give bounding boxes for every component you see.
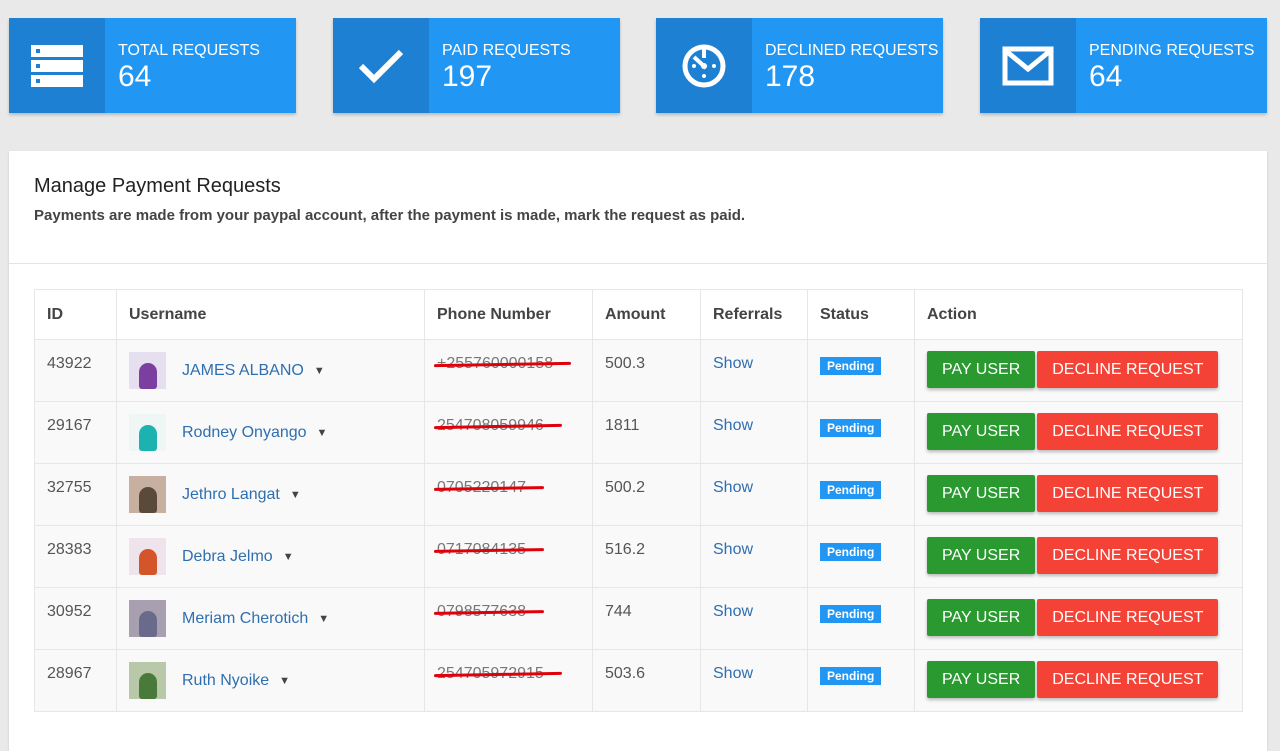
table-row: 30952 Meriam Cherotich ▼ 0798577638 744 S… <box>34 587 1243 650</box>
column-header: Status <box>807 289 915 340</box>
table-row: 28383 Debra Jelmo ▼ 0717084135 516.2 Show… <box>34 525 1243 588</box>
amount: 1811 <box>592 401 701 464</box>
request-id: 43922 <box>34 339 117 402</box>
user-dropdown[interactable]: Ruth Nyoike ▼ <box>129 662 412 699</box>
phone-number: 254708059946 <box>437 417 544 434</box>
phone-number: 254705972915 <box>437 665 544 682</box>
pay-user-button[interactable]: PAY USER <box>927 413 1036 450</box>
amount: 744 <box>592 587 701 650</box>
panel-subtitle: Payments are made from your paypal accou… <box>34 207 746 224</box>
username[interactable]: Rodney Onyango <box>182 423 307 441</box>
column-header: Amount <box>592 289 701 340</box>
caret-down-icon[interactable]: ▼ <box>279 674 291 687</box>
decline-request-button[interactable]: DECLINE REQUEST <box>1037 475 1219 512</box>
table-row: 43922 JAMES ALBANO ▼ +255760000158 500.3 … <box>34 339 1243 402</box>
username[interactable]: JAMES ALBANO <box>182 361 304 379</box>
stat-value: 64 <box>118 60 152 93</box>
status-badge: Pending <box>820 543 882 561</box>
phone-number: +255760000158 <box>437 355 554 372</box>
stat-value: 64 <box>1089 60 1123 93</box>
pay-user-button[interactable]: PAY USER <box>927 599 1036 636</box>
stat-label: TOTAL REQUESTS <box>118 42 260 59</box>
stat-card-total-requests: TOTAL REQUESTS 64 <box>9 18 296 113</box>
phone-number: 0798577638 <box>437 603 526 620</box>
column-header: Referrals <box>700 289 808 340</box>
status-badge: Pending <box>820 481 882 499</box>
user-dropdown[interactable]: Jethro Langat ▼ <box>129 476 412 513</box>
caret-down-icon[interactable]: ▼ <box>289 488 301 501</box>
status-badge: Pending <box>820 357 882 375</box>
list-icon <box>9 18 105 113</box>
username[interactable]: Jethro Langat <box>182 485 280 503</box>
caret-down-icon[interactable]: ▼ <box>282 550 294 563</box>
status-badge: Pending <box>820 605 882 623</box>
decline-request-button[interactable]: DECLINE REQUEST <box>1037 599 1219 636</box>
request-id: 32755 <box>34 463 117 526</box>
column-header: Phone Number <box>424 289 593 340</box>
request-id: 28383 <box>34 525 117 588</box>
stat-value: 197 <box>442 60 493 93</box>
requests-table: ID Username Phone Number Amount Referrals Sta… <box>34 289 1243 712</box>
referrals-show-link[interactable]: Show <box>713 665 754 682</box>
table-row: 28967 Ruth Nyoike ▼ 254705972915 503.6 Sh… <box>34 649 1243 712</box>
caret-down-icon[interactable]: ▼ <box>318 612 330 625</box>
pay-user-button[interactable]: PAY USER <box>927 661 1036 698</box>
request-id: 30952 <box>34 587 117 650</box>
phone-number: 0717084135 <box>437 541 526 558</box>
amount: 516.2 <box>592 525 701 588</box>
request-id: 28967 <box>34 649 117 712</box>
payment-requests-panel: Manage Payment Requests Payments are mad… <box>9 151 1267 751</box>
stat-label: PENDING REQUESTS <box>1089 42 1255 59</box>
status-badge: Pending <box>820 419 882 437</box>
caret-down-icon[interactable]: ▼ <box>313 364 325 377</box>
amount: 500.2 <box>592 463 701 526</box>
avatar <box>129 662 166 699</box>
column-header: Username <box>116 289 425 340</box>
column-header: Action <box>914 289 1243 340</box>
referrals-show-link[interactable]: Show <box>713 541 754 558</box>
table-row: 29167 Rodney Onyango ▼ 254708059946 1811 … <box>34 401 1243 464</box>
stat-label: DECLINED REQUESTS <box>765 42 939 59</box>
stat-card-paid-requests: PAID REQUESTS 197 <box>333 18 620 113</box>
decline-request-button[interactable]: DECLINE REQUEST <box>1037 661 1219 698</box>
username[interactable]: Ruth Nyoike <box>182 671 270 689</box>
decline-request-button[interactable]: DECLINE REQUEST <box>1037 537 1219 574</box>
avatar <box>129 538 166 575</box>
pay-user-button[interactable]: PAY USER <box>927 351 1036 388</box>
referrals-show-link[interactable]: Show <box>713 479 754 496</box>
caret-down-icon[interactable]: ▼ <box>316 426 328 439</box>
check-icon <box>333 18 429 113</box>
column-header: ID <box>34 289 117 340</box>
avatar <box>129 414 166 451</box>
referrals-show-link[interactable]: Show <box>713 417 754 434</box>
table-row: 32755 Jethro Langat ▼ 0705220147 500.2 Sh… <box>34 463 1243 526</box>
stat-value: 178 <box>765 60 816 93</box>
username[interactable]: Debra Jelmo <box>182 547 273 565</box>
referrals-show-link[interactable]: Show <box>713 603 754 620</box>
phone-number: 0705220147 <box>437 479 526 496</box>
user-dropdown[interactable]: Rodney Onyango ▼ <box>129 414 412 451</box>
decline-request-button[interactable]: DECLINE REQUEST <box>1037 351 1219 388</box>
panel-title: Manage Payment Requests <box>34 175 281 197</box>
status-badge: Pending <box>820 667 882 685</box>
stat-card-pending-requests: PENDING REQUESTS 64 <box>980 18 1267 113</box>
referrals-show-link[interactable]: Show <box>713 355 754 372</box>
decline-request-button[interactable]: DECLINE REQUEST <box>1037 413 1219 450</box>
pay-user-button[interactable]: PAY USER <box>927 475 1036 512</box>
mail-icon <box>980 18 1076 113</box>
stat-card-declined-requests: DECLINED REQUESTS 178 <box>656 18 943 113</box>
username[interactable]: Meriam Cherotich <box>182 609 309 627</box>
request-id: 29167 <box>34 401 117 464</box>
amount: 500.3 <box>592 339 701 402</box>
pay-user-button[interactable]: PAY USER <box>927 537 1036 574</box>
stat-label: PAID REQUESTS <box>442 42 571 59</box>
avatar <box>129 352 166 389</box>
avatar <box>129 476 166 513</box>
avatar <box>129 600 166 637</box>
user-dropdown[interactable]: Meriam Cherotich ▼ <box>129 600 412 637</box>
user-dropdown[interactable]: JAMES ALBANO ▼ <box>129 352 412 389</box>
timer-icon <box>656 18 752 113</box>
user-dropdown[interactable]: Debra Jelmo ▼ <box>129 538 412 575</box>
amount: 503.6 <box>592 649 701 712</box>
